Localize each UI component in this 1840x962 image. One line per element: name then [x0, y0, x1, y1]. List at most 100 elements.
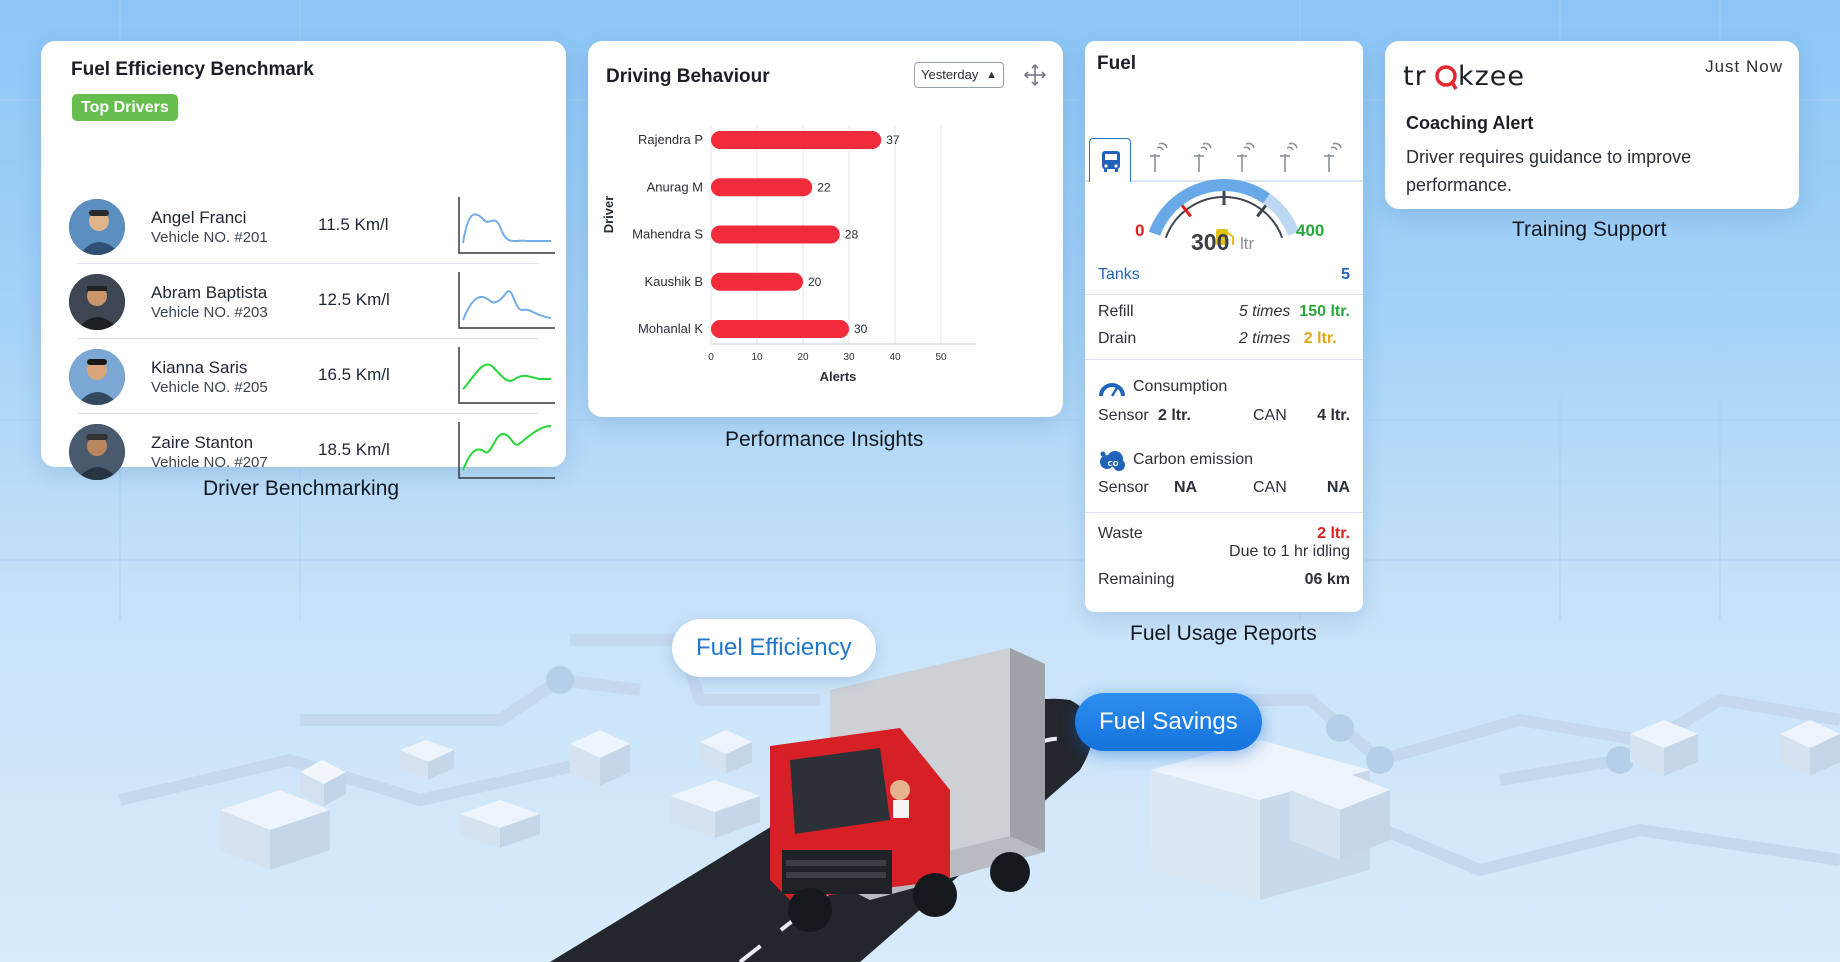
svg-text:tr: tr — [1403, 61, 1427, 92]
drain-times: 2 times — [1238, 330, 1291, 347]
tanks-row[interactable]: Tanks 5 — [1098, 266, 1350, 284]
carbon-sensor-label: Sensor — [1098, 479, 1149, 496]
bar — [711, 178, 813, 197]
consumption-label: Consumption — [1133, 378, 1228, 395]
y-tick-label: Mohanlal K — [638, 321, 703, 336]
x-tick-label: 50 — [935, 352, 947, 363]
waste-label: Waste — [1098, 525, 1143, 542]
y-tick-label: Mahendra S — [632, 227, 703, 242]
x-tick-label: 20 — [797, 352, 809, 363]
driving-behaviour-card: Driving Behaviour Yesterday ▲ 0 10 20 30 40 5… — [588, 41, 1063, 417]
fuel-efficiency-pill: Fuel Efficiency — [672, 619, 876, 677]
gauge-max: 400 — [1296, 221, 1325, 240]
coaching-title: Coaching Alert — [1406, 113, 1534, 133]
driver-row[interactable]: Kianna Saris Vehicle NO. #205 16.5 Km/l — [69, 339, 555, 414]
divider — [1085, 512, 1363, 513]
fuel-pump-icon — [1216, 229, 1228, 245]
period-select[interactable]: Yesterday ▲ — [914, 62, 1004, 88]
avatar — [69, 274, 125, 330]
driver-name: Angel Franci — [151, 208, 247, 227]
refill-row: Refill 5 times 150 ltr. — [1098, 303, 1350, 321]
carbon-can-value: NA — [1326, 479, 1350, 496]
bar — [711, 225, 840, 244]
behaviour-title: Driving Behaviour — [606, 66, 770, 87]
top-drivers-badge[interactable]: Top Drivers — [72, 94, 178, 121]
waste-note: Due to 1 hr idling — [1229, 543, 1350, 560]
speedometer-icon — [1099, 383, 1125, 397]
driver-row[interactable]: Angel Franci Vehicle NO. #201 11.5 Km/l — [69, 189, 555, 264]
consumption-can-label: CAN — [1253, 407, 1287, 424]
vehicle-number: Vehicle NO. #203 — [151, 304, 268, 321]
carbon-can-label: CAN — [1253, 479, 1287, 496]
efficiency-trend-line — [458, 422, 555, 479]
consumption-sensor-value: 2 ltr. — [1158, 407, 1191, 424]
refill-label: Refill — [1098, 303, 1134, 320]
training-support-caption: Training Support — [1512, 218, 1667, 241]
gauge-fill — [1148, 179, 1270, 236]
y-tick-label: Anurag M — [647, 179, 703, 194]
remaining-value: 06 km — [1304, 571, 1350, 588]
y-tick-label: Rajendra P — [638, 132, 703, 147]
fuel-savings-pill: Fuel Savings — [1075, 693, 1262, 751]
avatar — [69, 199, 125, 255]
gauge-unit: ltr — [1240, 234, 1255, 253]
consumption-can-value: 4 ltr. — [1317, 407, 1350, 424]
efficiency-value: 12.5 Km/l — [318, 290, 390, 309]
alert-time: Just Now — [1705, 57, 1783, 76]
coaching-alert-card[interactable]: tr kzee trakzee Just Now Coaching Alert … — [1385, 41, 1799, 209]
tab-sensor-5[interactable] — [1309, 138, 1351, 178]
fuel-gauge — [1148, 179, 1300, 245]
tab-sensor-4[interactable] — [1265, 138, 1307, 178]
efficiency-value: 18.5 Km/l — [318, 440, 390, 459]
y-tick-label: Kaushik B — [644, 274, 703, 289]
x-tick-label: 0 — [708, 352, 714, 363]
co2-cloud-icon: CO — [1100, 451, 1125, 471]
drain-amount: 2 ltr. — [1303, 330, 1337, 347]
fuel-title: Fuel — [1097, 53, 1137, 74]
tab-sensor-3[interactable] — [1222, 138, 1264, 178]
driver-row[interactable]: Zaire Stanton Vehicle NO. #207 18.5 Km/l — [69, 414, 555, 489]
bar — [711, 131, 882, 149]
tanks-value: 5 — [1341, 266, 1350, 283]
x-tick-label: 30 — [843, 352, 855, 363]
benchmark-title: Fuel Efficiency Benchmark — [71, 59, 314, 80]
efficiency-value: 16.5 Km/l — [318, 365, 390, 384]
efficiency-value: 11.5 Km/l — [318, 215, 389, 234]
fuel-pump-hose — [1227, 232, 1234, 245]
trakzee-logo-icon: tr kzee — [1403, 61, 1525, 92]
divider — [1085, 294, 1363, 295]
carbon-sensor-value: NA — [1174, 479, 1198, 496]
tab-sensor-1[interactable] — [1135, 138, 1177, 178]
drain-row: Drain 2 times 2 ltr. — [1098, 330, 1350, 348]
city-road-illustration — [118, 634, 1840, 962]
carbon-row: Sensor NA CAN NA — [1098, 479, 1350, 497]
remaining-label: Remaining — [1098, 571, 1175, 588]
gauge-tick — [1180, 204, 1192, 218]
svg-text:kzee: kzee — [1458, 61, 1525, 92]
gauge-tick — [1256, 204, 1268, 218]
performance-insights-caption: Performance Insights — [725, 428, 924, 451]
svg-text:CO: CO — [1108, 460, 1119, 468]
waste-row: Waste 2 ltr. — [1098, 525, 1350, 543]
buildings — [220, 720, 1840, 900]
expand-arrows-icon[interactable] — [1022, 62, 1048, 88]
remaining-row: Remaining 06 km — [1098, 571, 1350, 589]
efficiency-trend-line — [458, 272, 555, 329]
data-label: 20 — [808, 275, 822, 289]
road-nodes — [546, 666, 1634, 774]
vehicle-number: Vehicle NO. #205 — [151, 379, 268, 396]
driving-behaviour-bar-chart: 0 10 20 30 40 50 Rajendra P 37 Anurag M 22 Mahendr… — [601, 125, 976, 384]
refill-amount: 150 ltr. — [1299, 303, 1350, 320]
tab-sensor-2[interactable] — [1179, 138, 1221, 178]
avatar — [69, 424, 125, 480]
driver-row[interactable]: Abram Baptista Vehicle NO. #203 12.5 Km/… — [69, 264, 555, 339]
fuel-benchmark-card: Fuel Efficiency Benchmark Top Drivers An… — [41, 41, 566, 480]
tab-vehicle[interactable] — [1089, 138, 1131, 182]
x-axis-title: Alerts — [820, 369, 857, 384]
brand-logo: tr kzee trakzee — [1403, 58, 1543, 94]
refill-times: 5 times — [1238, 303, 1291, 320]
carbon-label: Carbon emission — [1133, 451, 1254, 468]
coaching-message: Driver requires guidance to improve perf… — [1406, 147, 1692, 195]
select-arrows-icon: ▲ — [986, 69, 997, 81]
gauge-value: 300 — [1191, 229, 1230, 255]
